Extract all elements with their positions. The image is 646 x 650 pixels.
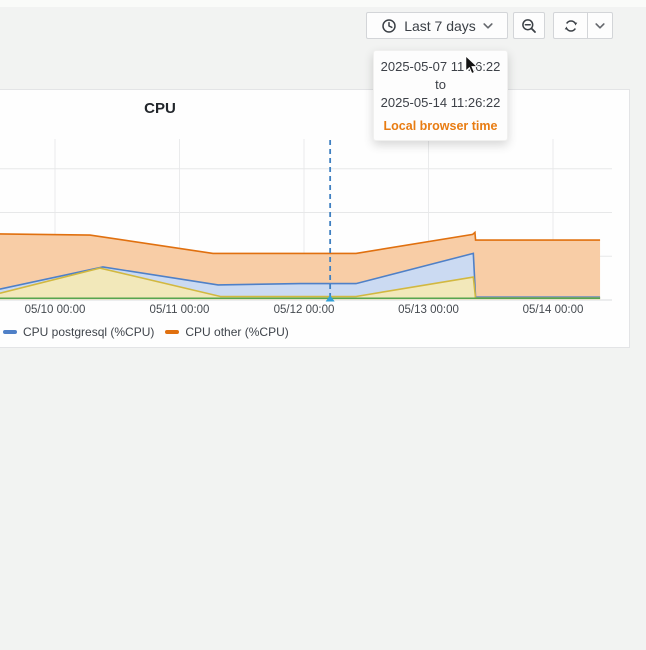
chevron-down-icon (483, 22, 493, 30)
search-minus-icon (521, 18, 537, 34)
cpu-panel (0, 89, 630, 348)
tooltip-footer: Local browser time (383, 119, 498, 133)
legend-swatch (3, 330, 17, 334)
mouse-cursor-icon (465, 54, 481, 82)
zoom-out-button[interactable] (513, 12, 545, 39)
clock-icon (381, 18, 397, 34)
sync-icon (563, 18, 579, 34)
legend-label: CPU postgresql (%CPU) (23, 325, 155, 339)
time-picker-label: Last 7 days (404, 17, 476, 34)
time-range-tooltip: 2025-05-07 11:26:22 to 2025-05-14 11:26:… (373, 50, 508, 141)
legend-label: CPU other (%CPU) (185, 325, 289, 339)
refresh-button[interactable] (553, 12, 588, 39)
time-picker-button[interactable]: Last 7 days (366, 12, 508, 39)
tooltip-from: 2025-05-07 11:26:22 (380, 59, 501, 74)
legend-item[interactable]: CPU postgresql (%CPU) (3, 325, 154, 339)
x-axis-label: 05/14 00:00 (522, 304, 584, 316)
x-axis-label: 05/10 00:00 (24, 304, 86, 316)
x-axis-label: 05/11 00:00 (149, 304, 210, 316)
tooltip-separator: to (435, 77, 446, 92)
x-axis-label: 05/12 00:00 (273, 304, 335, 316)
panel-title[interactable]: CPU (144, 100, 176, 117)
x-axis-label: 05/13 00:00 (398, 304, 459, 316)
legend-item[interactable]: CPU other (%CPU) (165, 325, 289, 339)
tooltip-to: 2025-05-14 11:26:22 (380, 95, 501, 110)
chart-legend: CPU postgresql (%CPU) CPU other (%CPU) (3, 325, 289, 339)
refresh-interval-dropdown-button[interactable] (587, 12, 613, 39)
legend-swatch (165, 330, 180, 334)
top-strip (0, 0, 646, 7)
chevron-down-icon (595, 22, 605, 30)
